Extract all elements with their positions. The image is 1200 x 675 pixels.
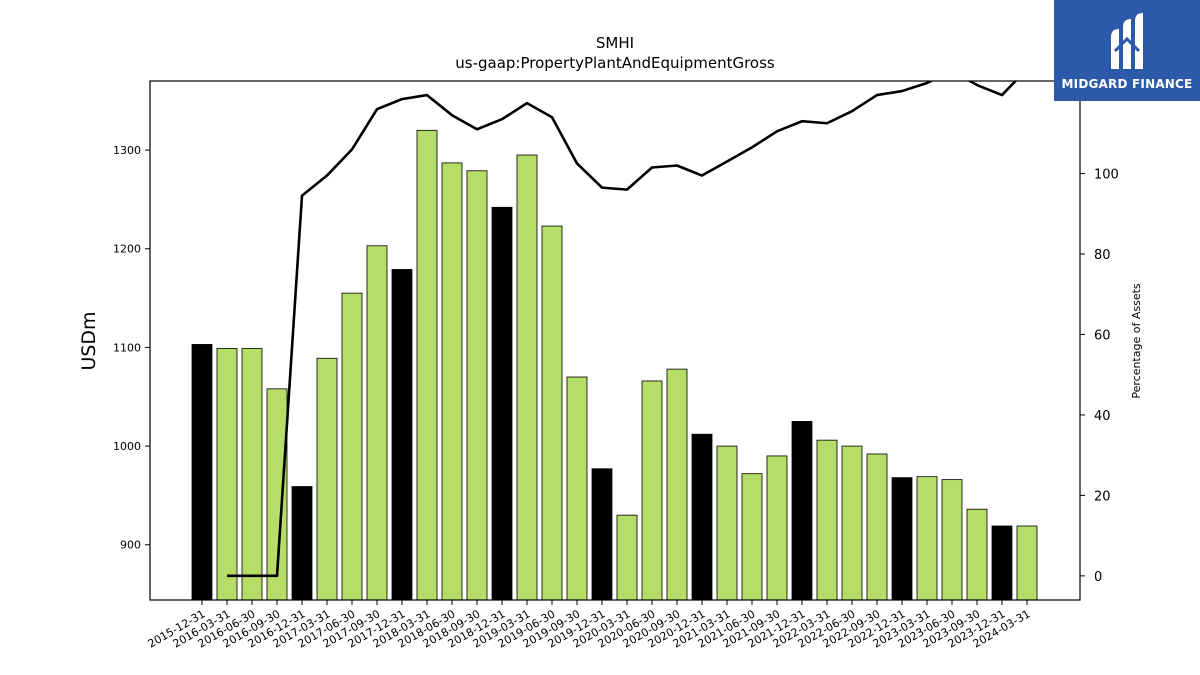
logo-mark-icon (1111, 12, 1143, 69)
line-series (227, 81, 1018, 578)
y-right-tick-label-40: 40 (1094, 409, 1111, 424)
bar-2020-09-30 (666, 368, 688, 601)
y-axis-left: 900 1000 1100 1200 1300 (113, 144, 150, 552)
bar-2017-12-31 (391, 269, 413, 601)
bar-2023-09-30 (966, 508, 988, 601)
midgard-finance-logo: MIDGARD FINANCE (1054, 0, 1200, 101)
bar-2018-03-31 (416, 129, 438, 601)
bar-2018-09-30 (466, 170, 488, 601)
plot-frame (149, 80, 1081, 601)
bar-2023-06-30 (941, 479, 963, 601)
bar-2021-03-31 (716, 445, 738, 601)
y-right-tick-label-60: 60 (1094, 328, 1111, 343)
bar-2024-03-31 (1016, 525, 1038, 601)
bar-2021-09-30 (766, 455, 788, 601)
y-right-tick-label-100: 100 (1094, 168, 1119, 183)
y-right-tick-label-80: 80 (1094, 248, 1111, 263)
bar-2017-09-30 (366, 245, 388, 601)
bar-2019-09-30 (566, 376, 588, 601)
bar-2019-12-31 (591, 468, 613, 601)
bar-series (191, 129, 1038, 601)
y-axis-right-label: Percentage of Assets (1130, 283, 1143, 399)
chart-title: SMHI (596, 34, 634, 52)
y-right-tick-label-20: 20 (1094, 489, 1111, 504)
bar-2022-06-30 (841, 445, 863, 601)
y-right-tick-label-0: 0 (1094, 570, 1102, 585)
y-tick-label-900: 900 (120, 539, 141, 552)
bar-2018-06-30 (441, 162, 463, 601)
y-tick-label-1000: 1000 (113, 440, 141, 453)
y-axis-right: 0 20 40 60 80 100 (1080, 168, 1119, 585)
bar-2023-03-31 (916, 476, 938, 601)
logo-text: MIDGARD FINANCE (1061, 76, 1193, 91)
bar-2017-06-30 (341, 292, 363, 601)
bar-2015-12-31 (191, 344, 213, 601)
bar-2016-03-31 (216, 347, 238, 601)
bar-2020-12-31 (691, 433, 713, 601)
y-tick-label-1100: 1100 (113, 341, 141, 354)
bar-2016-06-30 (241, 347, 263, 601)
bar-2022-09-30 (866, 453, 888, 601)
bar-2020-03-31 (616, 514, 638, 601)
y-tick-label-1200: 1200 (113, 243, 141, 256)
bar-2021-06-30 (741, 473, 763, 601)
percentage-of-assets-line (227, 81, 1018, 578)
bar-2020-06-30 (641, 380, 663, 601)
bar-2019-03-31 (516, 154, 538, 601)
chart-subtitle: us-gaap:PropertyPlantAndEquipmentGross (455, 54, 775, 72)
bar-2019-06-30 (541, 225, 563, 601)
y-axis-label: USDm (78, 311, 100, 370)
x-axis: 2015-12-312016-03-312016-06-302016-09-30… (146, 600, 1033, 651)
bar-2018-12-31 (491, 206, 513, 601)
y-tick-label-1300: 1300 (113, 144, 141, 157)
bar-2017-03-31 (316, 357, 338, 601)
bar-2022-12-31 (891, 477, 913, 601)
bar-2022-03-31 (816, 439, 838, 601)
bar-2023-12-31 (991, 525, 1013, 601)
bar-2016-12-31 (291, 486, 313, 601)
bar-2021-12-31 (791, 421, 813, 601)
